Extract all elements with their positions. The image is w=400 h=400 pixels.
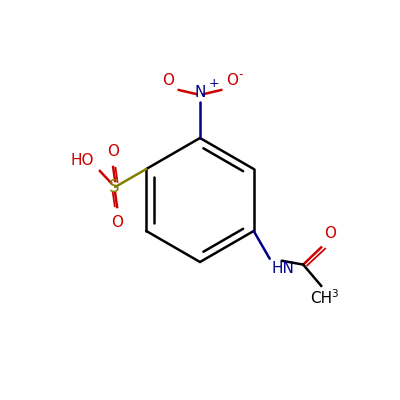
Text: CH: CH xyxy=(310,291,332,306)
Text: +: + xyxy=(209,77,220,90)
Text: O: O xyxy=(107,144,119,159)
Text: HN: HN xyxy=(272,261,294,276)
Text: -: - xyxy=(238,68,242,81)
Text: HO: HO xyxy=(70,153,94,168)
Text: S: S xyxy=(109,178,119,196)
Text: O: O xyxy=(111,215,123,230)
Text: O: O xyxy=(162,73,174,88)
Text: N: N xyxy=(194,85,206,100)
Text: O: O xyxy=(324,226,336,242)
Text: O: O xyxy=(226,73,238,88)
Text: 3: 3 xyxy=(331,289,338,299)
